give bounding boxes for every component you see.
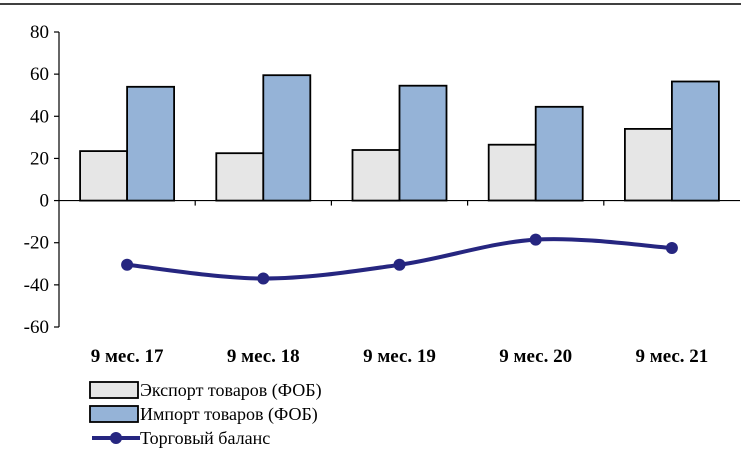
legend-swatch-marker <box>110 432 122 444</box>
legend: Экспорт товаров (ФОБ) Импорт товаров (ФОБ… <box>89 380 322 448</box>
category-label: 9 мес. 20 <box>499 346 572 367</box>
export-bar-2 <box>215 152 265 202</box>
category-label: 9 мес. 19 <box>363 346 436 367</box>
trade-balance-line <box>125 237 674 281</box>
plot-area: 80 60 40 20 0 -20 -40 -60 9 мес. 17 9 мес. 18 9 ме… <box>24 22 740 367</box>
category-label: 9 мес. 21 <box>636 346 709 367</box>
y-tick-label: 20 <box>30 148 49 169</box>
import-bar-2 <box>262 74 312 202</box>
y-tick-label: -60 <box>24 317 49 338</box>
trade-balance-point-5 <box>665 242 678 254</box>
import-bar-3 <box>398 84 448 202</box>
import-bar-1 <box>126 85 175 202</box>
legend-label-1: Экспорт товаров (ФОБ) <box>140 380 322 401</box>
legend-swatch-1 <box>89 381 139 399</box>
y-tick-label: -20 <box>24 233 49 254</box>
export-bar-5 <box>624 127 673 202</box>
category-label: 9 мес. 18 <box>227 346 300 367</box>
import-bar-5 <box>671 80 720 202</box>
legend-label-3: Торговый баланс <box>140 428 270 448</box>
export-bar-1 <box>79 150 128 202</box>
trade-balance-point-2 <box>257 272 270 285</box>
legend-label-2: Импорт товаров (ФОБ) <box>140 404 318 425</box>
y-tick-label: 40 <box>30 106 49 127</box>
export-bar-3 <box>351 149 401 202</box>
y-tick-label: 60 <box>30 64 49 85</box>
trade-balance-point-4 <box>529 233 542 246</box>
export-bar-4 <box>487 143 537 202</box>
trade-balance-point-1 <box>121 258 134 271</box>
trade-balance-point-3 <box>393 258 406 271</box>
y-tick-label: 0 <box>40 191 50 212</box>
import-bar-4 <box>534 105 584 202</box>
category-label: 9 мес. 17 <box>91 346 164 367</box>
legend-swatch-2 <box>89 405 139 423</box>
y-tick-label: 80 <box>30 22 49 43</box>
y-tick-label: -40 <box>24 275 49 296</box>
